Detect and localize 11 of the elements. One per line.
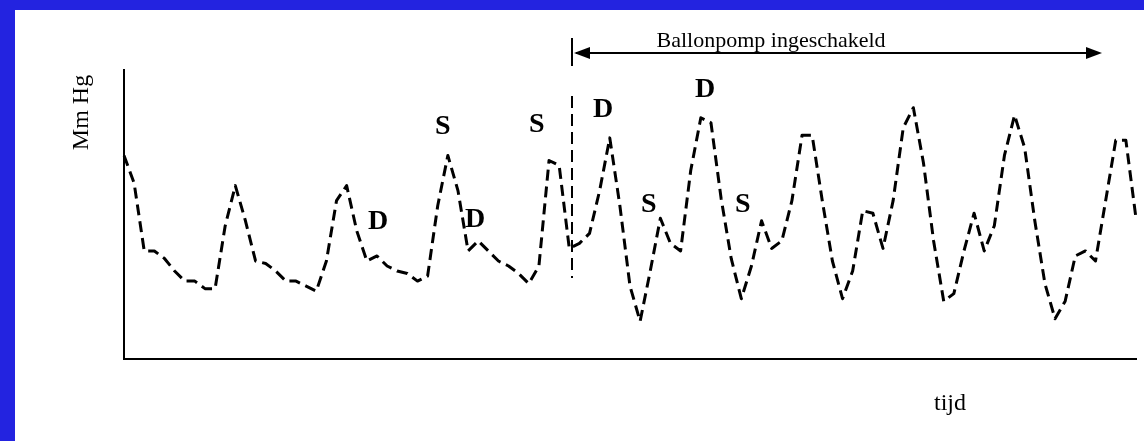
text: D	[695, 72, 716, 104]
annotation: S	[641, 187, 657, 219]
annotation: D	[593, 92, 614, 124]
annotation: S	[529, 107, 545, 139]
annotation: S	[735, 187, 751, 219]
annotation: D	[368, 204, 389, 236]
text: Ballonpomp ingeschakeld	[656, 27, 886, 53]
annotation: S	[435, 109, 451, 141]
annotation: D	[465, 202, 486, 234]
y-axis-title: Mm Hg	[66, 74, 94, 150]
x-axis-title: tijd	[934, 388, 967, 416]
